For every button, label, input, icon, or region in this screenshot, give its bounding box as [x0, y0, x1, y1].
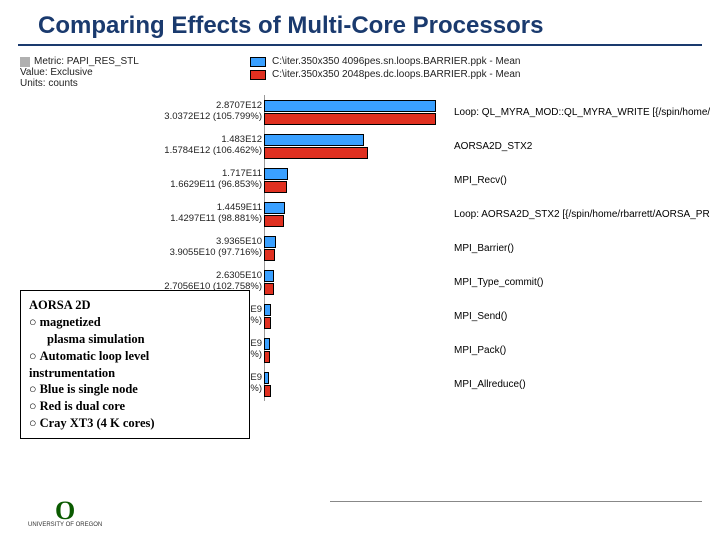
bar-red — [264, 147, 368, 159]
footer-rule — [330, 501, 702, 502]
metric-line2: Value: Exclusive — [20, 67, 250, 78]
info-l2: magnetized — [29, 315, 101, 329]
row-bars — [264, 95, 444, 129]
row-bars — [264, 367, 444, 401]
row-label: MPI_Recv() — [444, 175, 710, 186]
row-values: 1.717E111.6629E11 (96.853%) — [0, 169, 264, 191]
row-label: MPI_Pack() — [444, 345, 710, 356]
uo-logo: O UNIVERSITY OF OREGON — [28, 499, 102, 528]
bar-blue — [264, 338, 270, 350]
bar-red — [264, 249, 275, 261]
page-title: Comparing Effects of Multi-Core Processo… — [18, 0, 702, 46]
legend-block: C:\iter.350x350 4096pes.sn.loops.BARRIER… — [250, 56, 700, 89]
bar-blue — [264, 372, 269, 384]
info-l6: Blue is single node — [29, 382, 138, 396]
bar-red — [264, 385, 271, 397]
bar-blue — [264, 270, 274, 282]
bar-red — [264, 113, 436, 125]
legend-swatch-blue-icon — [250, 57, 266, 67]
row-bars — [264, 299, 444, 333]
info-l4: Automatic loop level — [29, 349, 149, 363]
legend-text-2: C:\iter.350x350 2048pes.dc.loops.BARRIER… — [272, 69, 520, 80]
row-label: Loop: QL_MYRA_MOD::QL_MYRA_WRITE [{/spin… — [444, 107, 710, 118]
metric-block: Metric: PAPI_RES_STL Value: Exclusive Un… — [20, 56, 250, 89]
chart-row: 2.8707E123.0372E12 (105.799%) Loop: QL_MY… — [0, 95, 710, 129]
metric-line1: Metric: PAPI_RES_STL — [34, 56, 139, 67]
row-bars — [264, 333, 444, 367]
bar-blue — [264, 236, 276, 248]
bar-red — [264, 351, 270, 363]
bar-blue — [264, 168, 288, 180]
legend-text-1: C:\iter.350x350 4096pes.sn.loops.BARRIER… — [272, 56, 520, 67]
row-bars — [264, 265, 444, 299]
info-l1: AORSA 2D — [29, 298, 90, 312]
metric-swatch-icon — [20, 57, 30, 67]
row-label: MPI_Send() — [444, 311, 710, 322]
row-bars — [264, 231, 444, 265]
row-bars — [264, 197, 444, 231]
value-red: 3.9055E10 (97.716%) — [170, 248, 262, 259]
chart-row: 1.4459E111.4297E11 (98.881%) Loop: AORSA2… — [0, 197, 710, 231]
info-l3: plasma simulation — [47, 332, 145, 346]
metric-line3: Units: counts — [20, 78, 250, 89]
row-bars — [264, 129, 444, 163]
value-red: 1.6629E11 (96.853%) — [170, 180, 262, 191]
row-label: Loop: AORSA2D_STX2 [{/spin/home/rbarrett… — [444, 209, 710, 220]
row-label: MPI_Type_commit() — [444, 277, 710, 288]
info-box: AORSA 2D magnetized plasma simulation Au… — [20, 290, 250, 439]
row-values: 1.4459E111.4297E11 (98.881%) — [0, 203, 264, 225]
chart-row: 1.483E121.5784E12 (106.462%) AORSA2D_STX2 — [0, 129, 710, 163]
row-values: 3.9365E103.9055E10 (97.716%) — [0, 237, 264, 259]
bar-blue — [264, 134, 364, 146]
row-values: 2.8707E123.0372E12 (105.799%) — [0, 101, 264, 123]
legend-swatch-red-icon — [250, 70, 266, 80]
bar-red — [264, 181, 287, 193]
chart-row: 3.9365E103.9055E10 (97.716%) MPI_Barrier(… — [0, 231, 710, 265]
info-l5: instrumentation — [29, 366, 115, 380]
bar-blue — [264, 202, 285, 214]
row-bars — [264, 163, 444, 197]
value-red: 3.0372E12 (105.799%) — [164, 112, 262, 123]
value-red: 1.5784E12 (106.462%) — [164, 146, 262, 157]
row-label: MPI_Barrier() — [444, 243, 710, 254]
value-red: 1.4297E11 (98.881%) — [170, 214, 262, 225]
row-label: AORSA2D_STX2 — [444, 141, 710, 152]
bar-red — [264, 215, 284, 227]
uo-text: UNIVERSITY OF OREGON — [28, 522, 102, 528]
info-l8: Cray XT3 (4 K cores) — [29, 416, 155, 430]
bar-blue — [264, 304, 271, 316]
chart-header: Metric: PAPI_RES_STL Value: Exclusive Un… — [0, 46, 720, 95]
bar-red — [264, 283, 274, 295]
bar-blue — [264, 100, 436, 112]
info-l7: Red is dual core — [29, 399, 125, 413]
row-label: MPI_Allreduce() — [444, 379, 710, 390]
chart-row: 1.717E111.6629E11 (96.853%) MPI_Recv() — [0, 163, 710, 197]
bar-red — [264, 317, 271, 329]
row-values: 1.483E121.5784E12 (106.462%) — [0, 135, 264, 157]
uo-o-icon: O — [55, 499, 75, 522]
